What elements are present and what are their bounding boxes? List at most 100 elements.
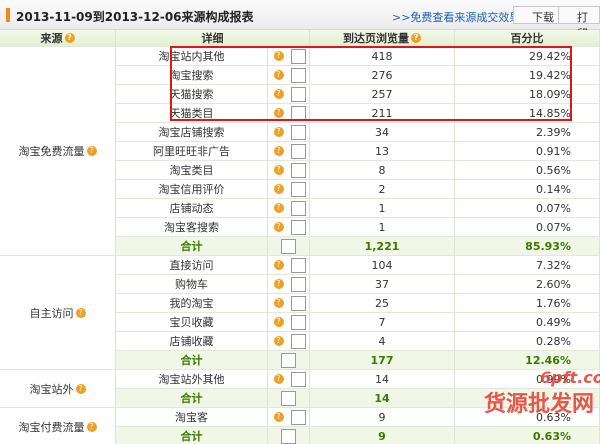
icon-cell: ? xyxy=(268,123,310,142)
trend-button[interactable] xyxy=(281,428,296,444)
trend-button[interactable] xyxy=(290,200,306,216)
icon-cell: ? xyxy=(268,47,310,66)
icon-cell: ? xyxy=(268,104,310,123)
trend-button[interactable] xyxy=(290,295,306,311)
help-icon: ? xyxy=(273,146,284,156)
icon-cell: ? xyxy=(268,85,310,104)
percent-cell: 2.60% xyxy=(455,275,600,294)
percent-cell: 0.49% xyxy=(455,313,600,332)
help-icon: ? xyxy=(273,336,284,346)
trend-button[interactable] xyxy=(290,333,306,349)
column-header-text: 详细 xyxy=(201,32,224,45)
help-icon: ? xyxy=(273,260,284,270)
help-icon: ? xyxy=(273,108,284,118)
pageviews-cell: 2 xyxy=(310,180,455,199)
effect-link[interactable]: >>免费查看来源成交效果 xyxy=(392,11,521,24)
percent-cell: 1.76% xyxy=(455,294,600,313)
trend-button[interactable] xyxy=(281,238,296,254)
print-button[interactable]: 打印 xyxy=(558,6,600,40)
pageviews-cell: 211 xyxy=(310,104,455,123)
percent-cell: 0.14% xyxy=(455,180,600,199)
trend-button[interactable] xyxy=(290,162,306,178)
source-name: 淘宝付费流量 xyxy=(18,420,85,434)
detail-cell: 淘宝站外其他 xyxy=(116,370,268,389)
percent-cell: 7.32% xyxy=(455,256,600,275)
help-icon: ? xyxy=(273,165,284,175)
icon-cell: ? xyxy=(268,180,310,199)
help-icon: ? xyxy=(273,51,284,61)
highlight-box xyxy=(170,46,572,121)
pageviews-cell: 25 xyxy=(310,294,455,313)
icon-cell: ? xyxy=(268,294,310,313)
trend-button[interactable] xyxy=(281,352,296,368)
percent-cell: 0.56% xyxy=(455,161,600,180)
trend-button[interactable] xyxy=(290,257,306,273)
help-icon: ? xyxy=(86,421,97,432)
percent-cell: 0.28% xyxy=(455,332,600,351)
detail-cell: 淘宝搜索 xyxy=(116,66,268,85)
help-icon: ? xyxy=(273,279,284,289)
icon-cell: ? xyxy=(268,142,310,161)
pageviews-cell: 14 xyxy=(310,389,455,408)
column-header: 来源? xyxy=(0,30,116,47)
detail-cell: 我的淘宝 xyxy=(116,294,268,313)
trend-button[interactable] xyxy=(290,67,306,83)
help-icon: ? xyxy=(273,317,284,327)
percent-cell: 0.91% xyxy=(455,142,600,161)
percent-cell: 0.63% xyxy=(455,427,600,444)
download-button[interactable]: 下载 xyxy=(513,6,559,24)
column-header: 百分比 xyxy=(455,30,600,47)
pageviews-cell: 104 xyxy=(310,256,455,275)
percent-cell: 0.07% xyxy=(455,218,600,237)
help-icon: ? xyxy=(273,184,284,194)
help-icon: ? xyxy=(64,33,75,43)
pageviews-cell: 9 xyxy=(310,408,455,427)
icon-cell xyxy=(268,389,310,408)
help-icon: ? xyxy=(273,222,284,232)
trend-button[interactable] xyxy=(290,276,306,292)
help-icon: ? xyxy=(75,383,86,394)
detail-cell: 淘宝客 xyxy=(116,408,268,427)
trend-button[interactable] xyxy=(290,371,306,387)
help-icon: ? xyxy=(273,412,284,422)
detail-cell: 合计 xyxy=(116,389,268,408)
report-title: 2013-11-09到2013-12-06来源构成报表 xyxy=(16,10,254,24)
pageviews-cell: 14 xyxy=(310,370,455,389)
trend-button[interactable] xyxy=(290,124,306,140)
detail-cell: 宝贝收藏 xyxy=(116,313,268,332)
source-cell: 自主访问? xyxy=(0,256,116,370)
title-marker xyxy=(6,8,10,22)
trend-button[interactable] xyxy=(290,86,306,102)
detail-cell: 淘宝类目 xyxy=(116,161,268,180)
pageviews-cell: 418 xyxy=(310,47,455,66)
column-header-text: 百分比 xyxy=(510,32,544,45)
icon-cell: ? xyxy=(268,66,310,85)
detail-cell: 合计 xyxy=(116,351,268,370)
trend-button[interactable] xyxy=(290,48,306,64)
icon-cell: ? xyxy=(268,161,310,180)
icon-cell: ? xyxy=(268,275,310,294)
trend-button[interactable] xyxy=(290,314,306,330)
pageviews-cell: 4 xyxy=(310,332,455,351)
trend-button[interactable] xyxy=(290,143,306,159)
trend-button[interactable] xyxy=(290,409,306,425)
help-icon: ? xyxy=(273,374,284,384)
percent-cell: 2.39% xyxy=(455,123,600,142)
detail-cell: 淘宝信用评价 xyxy=(116,180,268,199)
icon-cell: ? xyxy=(268,313,310,332)
trend-button[interactable] xyxy=(290,219,306,235)
percent-cell: 0.07% xyxy=(455,199,600,218)
detail-cell: 直接访问 xyxy=(116,256,268,275)
watermark: 6pft.com xyxy=(540,368,600,387)
pageviews-cell: 37 xyxy=(310,275,455,294)
source-cell: 淘宝免费流量? xyxy=(0,47,116,256)
source-cell: 淘宝站外? xyxy=(0,370,116,408)
trend-button[interactable] xyxy=(290,181,306,197)
trend-button[interactable] xyxy=(281,390,296,406)
pageviews-cell: 8 xyxy=(310,161,455,180)
title-bar: 2013-11-09到2013-12-06来源构成报表 >>免费查看来源成交效果… xyxy=(0,0,600,40)
detail-cell: 店铺收藏 xyxy=(116,332,268,351)
detail-cell: 天猫类目 xyxy=(116,104,268,123)
help-icon: ? xyxy=(86,146,97,156)
